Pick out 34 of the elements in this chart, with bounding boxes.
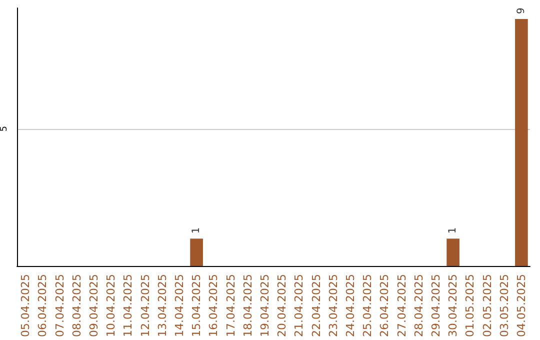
x-tick-label: 21.04.2025	[292, 274, 306, 338]
x-tick-label: 24.04.2025	[344, 274, 357, 338]
x-tick-label: 20.04.2025	[276, 274, 289, 338]
x-tick-label: 28.04.2025	[412, 274, 426, 338]
x-tick-label: 03.05.2025	[498, 274, 511, 338]
x-tick-label: 13.04.2025	[156, 274, 169, 338]
x-tick-label: 05.04.2025	[19, 274, 32, 338]
x-tick-label: 08.04.2025	[70, 274, 84, 338]
x-tick-label: 04.05.2025	[514, 274, 528, 338]
x-tick-label: 10.04.2025	[104, 274, 118, 338]
x-tick-label: 09.04.2025	[87, 274, 100, 338]
x-tick-label: 11.04.2025	[122, 274, 135, 338]
x-tick-label: 12.04.2025	[138, 274, 152, 338]
x-tick-label: 19.04.2025	[258, 274, 272, 338]
y-tick-label: 5	[0, 126, 10, 132]
x-tick-label: 26.04.2025	[378, 274, 392, 338]
x-tick-label: 06.04.2025	[36, 274, 50, 338]
x-tick-label: 27.04.2025	[395, 274, 408, 338]
data-label: 9	[516, 8, 527, 14]
x-tick-label: 30.04.2025	[446, 274, 460, 338]
x-tick-label: 07.04.2025	[53, 274, 66, 338]
x-tick-label: 29.04.2025	[429, 274, 442, 338]
x-tick-label: 22.04.2025	[310, 274, 323, 338]
x-tick-label: 23.04.2025	[326, 274, 340, 338]
x-tick-label: 16.04.2025	[207, 274, 220, 338]
x-tick-label: 25.04.2025	[361, 274, 374, 338]
x-tick-label: 02.05.2025	[480, 274, 494, 338]
data-label: 1	[191, 227, 202, 234]
x-tick-label: 01.05.2025	[464, 274, 477, 338]
x-tick-label: 14.04.2025	[172, 274, 186, 338]
data-label: 1	[448, 227, 459, 234]
x-tick-label: 15.04.2025	[190, 274, 204, 338]
x-tick-label: 18.04.2025	[241, 274, 254, 338]
x-tick-label: 17.04.2025	[224, 274, 238, 338]
